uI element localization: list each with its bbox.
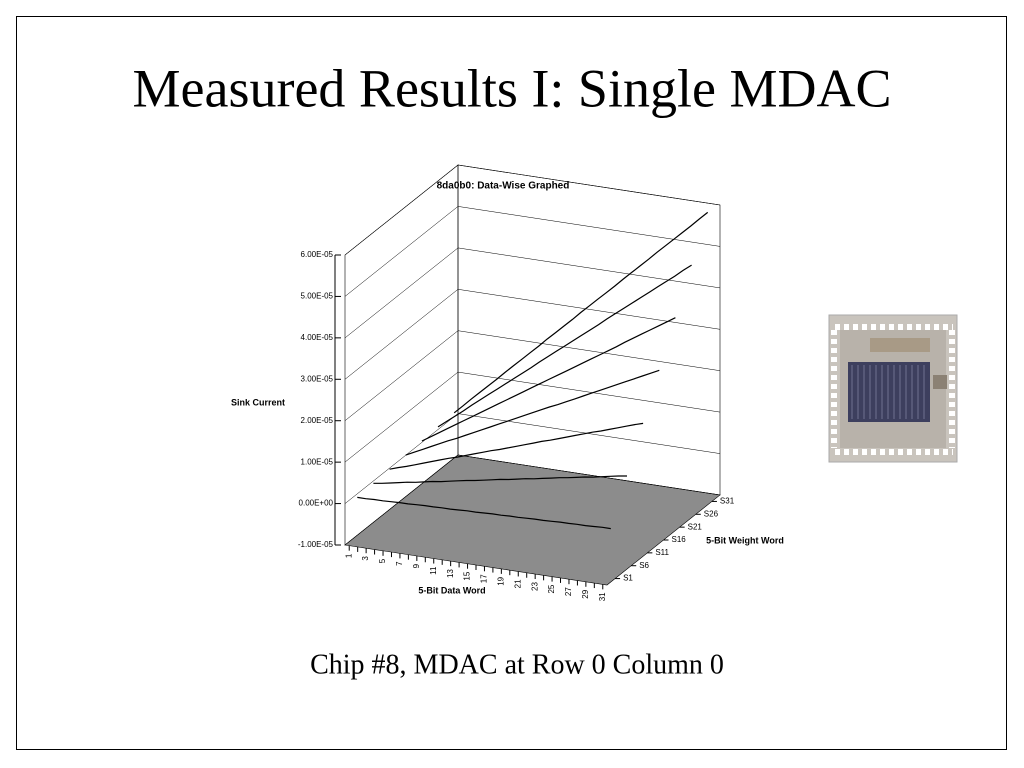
grid-line	[344, 164, 721, 256]
series-line	[357, 496, 611, 530]
z-tick-label: S16	[672, 535, 687, 544]
x-axis-label: 5-Bit Data Word	[418, 585, 485, 595]
series-line	[405, 369, 660, 456]
x-tick-label: 15	[463, 571, 472, 580]
z-tick-label: S6	[639, 561, 649, 570]
series-line	[453, 211, 709, 414]
y-tick-label: 4.00E-05	[301, 333, 334, 342]
y-tick-label: 1.00E-05	[301, 457, 334, 466]
slide-title: Measured Results I: Single MDAC	[133, 58, 892, 118]
x-tick-label: 11	[429, 566, 438, 575]
grid-line	[344, 206, 721, 297]
z-tick-label: S26	[704, 509, 719, 518]
z-tick-label: S11	[655, 548, 669, 557]
y-tick-label: -1.00E-05	[298, 540, 334, 549]
grid-line	[344, 289, 721, 380]
x-tick-label: 21	[513, 579, 522, 588]
series-line	[373, 475, 627, 484]
x-tick-label: 17	[480, 574, 489, 583]
y-tick-label: 6.00E-05	[301, 250, 334, 259]
x-tick-label: 31	[598, 592, 607, 601]
z-tick-label: S1	[623, 574, 633, 583]
x-tick-label: 23	[530, 581, 539, 590]
series-line	[389, 422, 644, 470]
grid-line	[344, 371, 721, 463]
x-tick-label: 5	[378, 558, 387, 563]
y-axis-label: Sink Current	[231, 397, 285, 407]
y-tick-label: 0.00E+00	[299, 499, 334, 508]
y-tick-label: 3.00E-05	[301, 374, 334, 383]
x-tick-label: 9	[412, 563, 421, 568]
x-tick-label: 3	[361, 556, 370, 561]
series-line	[421, 317, 676, 442]
x-tick-label: 1	[344, 553, 353, 558]
x-tick-label: 25	[547, 584, 556, 593]
chart-title: 8da0b0: Data-Wise Graphed	[437, 181, 570, 192]
caption: Chip #8, MDAC at Row 0 Column 0	[310, 649, 724, 680]
x-tick-label: 27	[564, 587, 573, 596]
z-tick-label: S31	[720, 497, 735, 506]
x-tick-label: 29	[581, 589, 590, 598]
grid-line	[344, 330, 721, 421]
z-axis-label: 5-Bit Weight Word	[706, 535, 784, 545]
x-tick-label: 19	[496, 576, 505, 585]
grid-line	[344, 454, 721, 546]
y-tick-label: 5.00E-05	[301, 292, 334, 301]
x-tick-label: 7	[395, 561, 404, 566]
grid-line	[344, 247, 721, 339]
series-line	[437, 264, 692, 428]
y-tick-label: 2.00E-05	[301, 416, 334, 425]
x-tick-label: 13	[446, 569, 455, 578]
z-tick-label: S21	[688, 522, 703, 531]
chip-photo	[828, 314, 958, 463]
